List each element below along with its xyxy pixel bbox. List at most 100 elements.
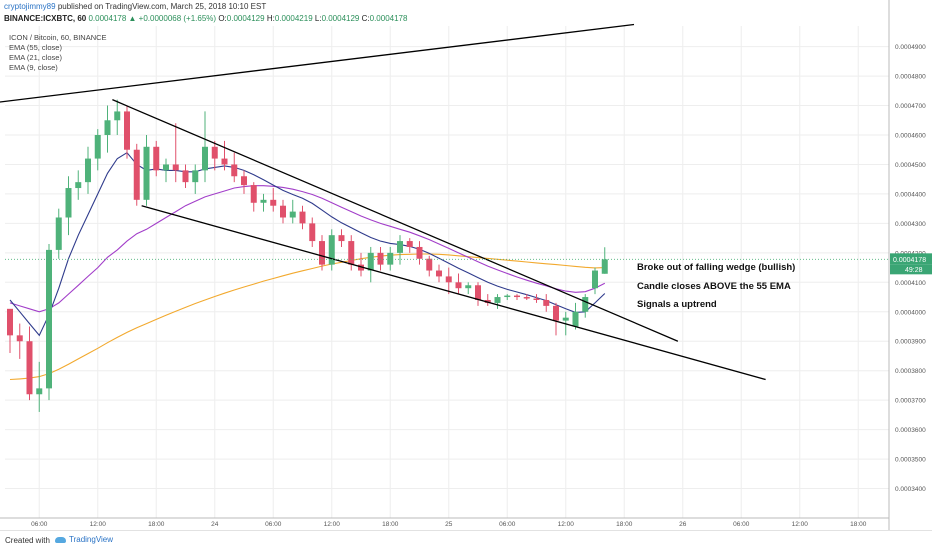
legend-symbol[interactable]: ICON / Bitcoin, 60, BINANCE [9, 33, 107, 42]
candle-body [338, 235, 345, 242]
candle-body [426, 258, 433, 271]
annotations: Broke out of falling wedge (bullish) Can… [637, 262, 795, 310]
time-tick-label: 12:00 [90, 521, 107, 528]
candle [172, 123, 179, 183]
candle [455, 273, 462, 295]
candle [475, 282, 481, 306]
candle-body [416, 246, 423, 259]
candle-body [582, 297, 589, 312]
candle-body [319, 241, 325, 265]
candle [270, 188, 277, 212]
candle-body [182, 170, 189, 183]
candle [592, 267, 598, 295]
candle-body [572, 311, 579, 327]
candle-body [553, 305, 559, 321]
ema-9-line [9, 151, 606, 337]
candle-body [280, 205, 286, 218]
candle-body [46, 249, 52, 389]
candle [358, 252, 364, 277]
time-tick-label: 18:00 [148, 521, 165, 528]
candle [553, 302, 559, 336]
cloud-icon [55, 536, 66, 543]
legend-ema21[interactable]: EMA (21, close) [9, 53, 62, 62]
time-tick-label: 18:00 [382, 521, 399, 528]
annotation-breakout: Broke out of falling wedge (bullish) [637, 262, 795, 273]
price-tick-label: 0.0004300 [895, 221, 926, 228]
last-price-tag-label: 0.0004178 [893, 257, 926, 264]
candle-body [523, 297, 530, 299]
candle-body [211, 146, 218, 159]
time-tick-label: 18:00 [616, 521, 633, 528]
candle [338, 229, 345, 247]
publish-info: cryptojimmy89 published on TradingView.c… [4, 2, 266, 12]
tradingview-logo[interactable]: TradingView [55, 535, 113, 544]
candle [514, 294, 520, 300]
candle [241, 170, 247, 194]
countdown-tag-label: 49:28 [905, 267, 923, 274]
candle [124, 105, 130, 159]
candle-body [260, 199, 267, 203]
candlesticks [7, 99, 608, 412]
candle-body [75, 182, 82, 189]
legend-ema55[interactable]: EMA (55, close) [9, 43, 62, 52]
price-tick-label: 0.0004800 [895, 74, 926, 81]
candle-body [16, 335, 23, 342]
candle-body [143, 146, 150, 200]
price-tick-label: 0.0004100 [895, 280, 926, 287]
created-with-label: Created with [5, 536, 50, 545]
time-tick-label: 24 [211, 521, 219, 528]
time-axis[interactable]: 06:00 12:00 18:00 24 06:00 12:00 18:00 25 06:00 1… [31, 521, 867, 528]
candle [65, 176, 72, 236]
candle-body [358, 264, 364, 271]
candle-body [94, 135, 101, 159]
price-tick-label: 0.0004900 [895, 44, 926, 51]
candle [465, 282, 472, 295]
candle [445, 267, 452, 295]
candle [104, 105, 111, 153]
price-tick-label: 0.0003800 [895, 368, 926, 375]
candle [494, 294, 501, 309]
ema-55-line [9, 253, 605, 381]
candle-body [7, 308, 13, 336]
candle [397, 235, 403, 265]
author-link[interactable]: cryptojimmy89 [4, 2, 56, 11]
candle [406, 238, 413, 253]
candle-body [592, 270, 598, 289]
tradingview-brand: TradingView [69, 535, 114, 544]
candle [377, 246, 384, 271]
price-tick-label: 0.0004600 [895, 133, 926, 140]
candle-body [514, 295, 520, 298]
time-tick-label: 06:00 [733, 521, 750, 528]
wedge-upper-trendline [112, 99, 679, 342]
low-label: L: [314, 14, 322, 23]
legend-ema9[interactable]: EMA (9, close) [9, 63, 58, 72]
candle-body [601, 259, 608, 274]
candle [328, 229, 335, 271]
candle-body [114, 111, 121, 121]
price-tick-label: 0.0003400 [895, 486, 926, 493]
candle-body [455, 282, 462, 289]
candle [582, 294, 589, 318]
candle [221, 140, 228, 171]
candle [85, 146, 91, 194]
candle-body [348, 241, 355, 265]
candle-body [85, 158, 91, 183]
time-tick-label: 06:00 [499, 521, 516, 528]
candle [299, 205, 306, 230]
low-value: 0.0004129 [321, 14, 360, 23]
candle [523, 294, 530, 300]
candle [416, 241, 423, 265]
candle-body [202, 146, 208, 171]
price-tick-label: 0.0003600 [895, 427, 926, 434]
ticker-symbol[interactable]: BINANCE:ICXBTC, 60 [4, 14, 87, 23]
close-value: 0.0004178 [369, 14, 408, 23]
ema-21-line [9, 185, 606, 313]
candle [163, 158, 169, 183]
candle [75, 170, 82, 200]
candle [143, 135, 150, 206]
candle-body [465, 285, 472, 289]
candle [601, 247, 608, 274]
time-tick-label: 18:00 [850, 521, 867, 528]
candle [7, 308, 13, 354]
